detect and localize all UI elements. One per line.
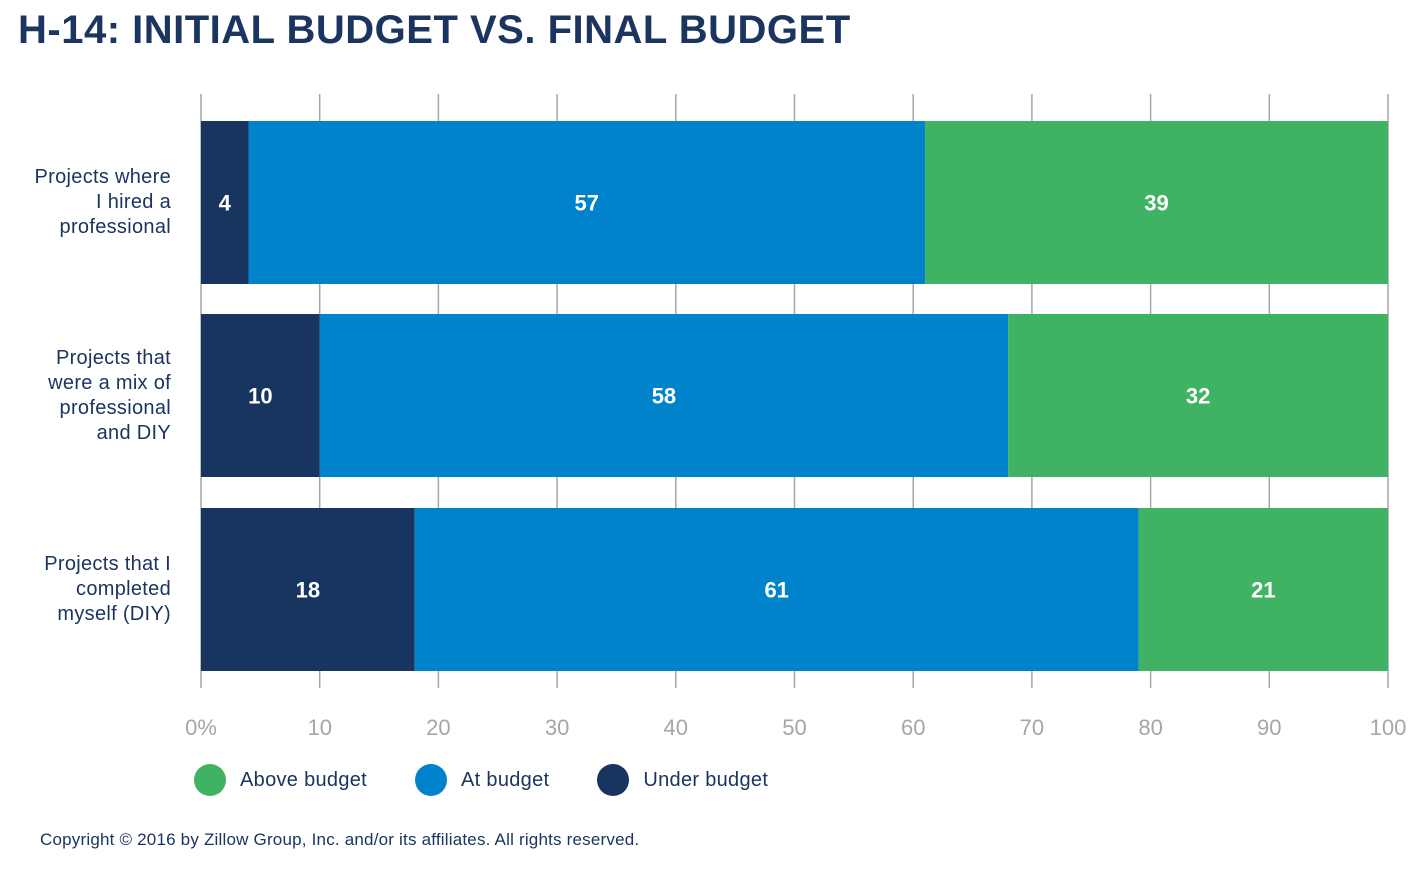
bar-at-budget-row-3: [414, 508, 1139, 671]
bar-value-label-under-budget-row-3: 18: [296, 578, 320, 603]
x-tick-label-100: 100: [1370, 715, 1407, 740]
bar-value-label-under-budget-row-1: 4: [219, 191, 232, 216]
x-tick-label-50: 50: [782, 715, 806, 740]
category-label-line: Projects where: [34, 166, 171, 188]
category-label-line: Projects that: [55, 346, 171, 369]
chart-title: H-14: INITIAL BUDGET VS. FINAL BUDGET: [18, 8, 851, 52]
legend: Above budget At budget Under budget: [194, 764, 816, 796]
bar-value-label-above-budget-row-3: 21: [1251, 578, 1275, 603]
bar-at-budget-row-2: [319, 314, 1009, 477]
bar-value-label-above-budget-row-2: 32: [1186, 384, 1210, 409]
category-label-line: I hired a: [96, 191, 171, 213]
category-label-line: and DIY: [96, 421, 171, 444]
x-tick-label-60: 60: [901, 715, 925, 740]
bar-under-budget-row-3: [201, 508, 415, 671]
x-tick-label-30: 30: [545, 715, 569, 740]
bar-above-budget-row-2: [1008, 314, 1388, 477]
category-label-row-3: Projects that I completed myself (DIY): [0, 552, 171, 627]
legend-item-under-budget: Under budget: [597, 764, 768, 796]
legend-swatch-under-budget: [597, 764, 630, 796]
category-label-line: Projects that I: [44, 553, 171, 575]
category-label-line: myself (DIY): [57, 603, 171, 625]
bar-under-budget-row-1: [201, 121, 249, 284]
bar-above-budget-row-1: [925, 121, 1388, 284]
legend-label-above-budget: Above budget: [240, 768, 368, 791]
x-tick-label-10: 10: [307, 715, 331, 740]
x-tick-label-90: 90: [1257, 715, 1281, 740]
x-tick-label-40: 40: [664, 715, 688, 740]
category-label-line: professional: [59, 396, 171, 419]
legend-label-at-budget: At budget: [461, 768, 550, 791]
category-label-row-2: Projects that were a mix of professional an…: [0, 346, 171, 446]
legend-item-above-budget: Above budget: [194, 764, 367, 796]
legend-item-at-budget: At budget: [415, 764, 549, 796]
bar-value-label-above-budget-row-1: 39: [1144, 191, 1168, 216]
bar-value-label-under-budget-row-2: 10: [248, 384, 272, 409]
legend-swatch-at-budget: [415, 764, 448, 796]
category-label-line: completed: [76, 578, 171, 600]
bar-value-label-at-budget-row-2: 58: [652, 384, 676, 409]
x-tick-label-70: 70: [1020, 715, 1044, 740]
category-label-line: were a mix of: [48, 371, 171, 394]
category-label-row-1: Projects where I hired a professional: [0, 165, 171, 240]
bar-at-budget-row-1: [248, 121, 926, 284]
bar-above-budget-row-3: [1138, 508, 1388, 671]
legend-swatch-above-budget: [194, 764, 226, 796]
bar-value-label-at-budget-row-1: 57: [575, 191, 599, 216]
x-tick-label-80: 80: [1138, 715, 1162, 740]
x-tick-label-0: 0%: [185, 715, 217, 740]
category-label-line: professional: [59, 216, 171, 238]
copyright-notice: Copyright © 2016 by Zillow Group, Inc. a…: [40, 830, 640, 849]
bar-value-label-at-budget-row-3: 61: [764, 578, 788, 603]
legend-label-under-budget: Under budget: [643, 768, 769, 791]
bar-under-budget-row-2: [201, 314, 320, 477]
x-tick-label-20: 20: [426, 715, 450, 740]
